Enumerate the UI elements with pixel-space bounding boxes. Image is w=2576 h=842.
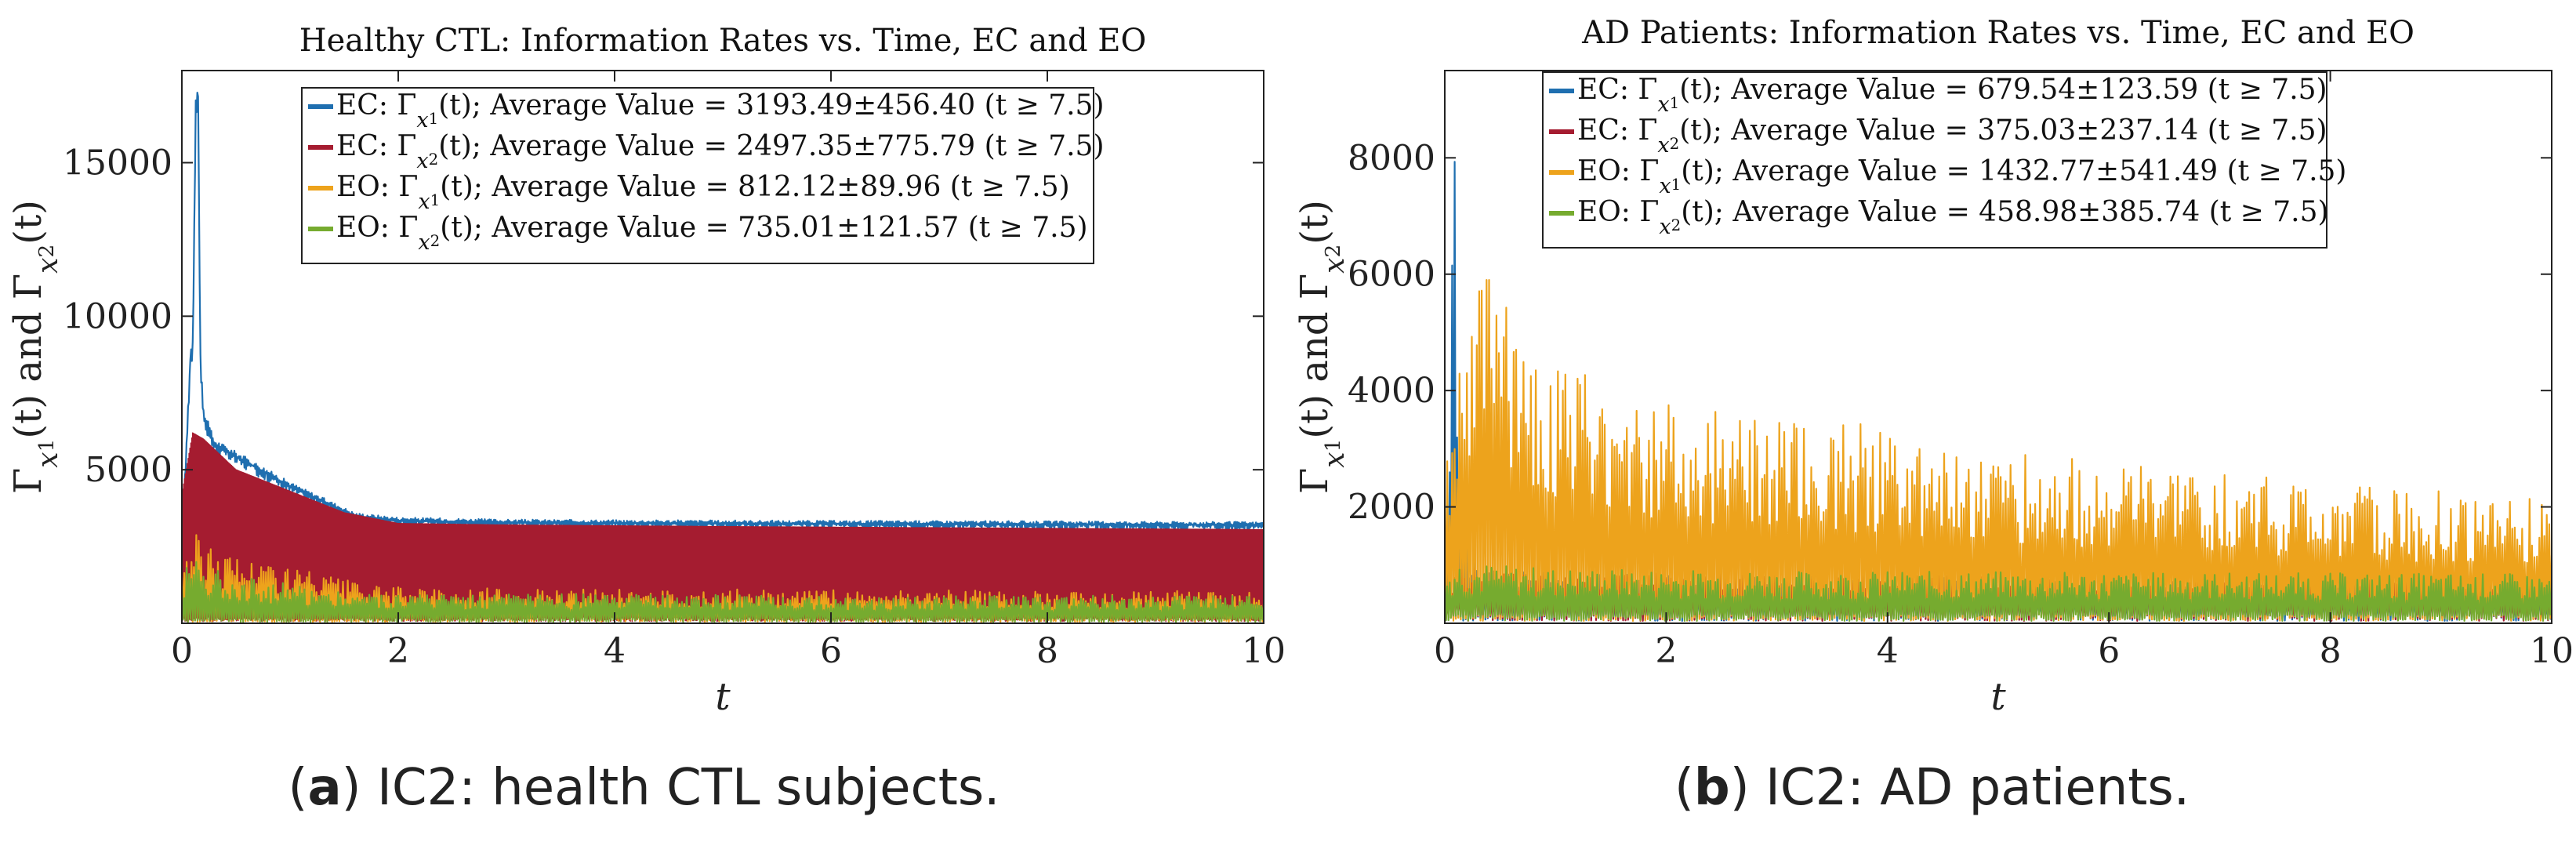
- x-tick-label: 10: [2530, 631, 2574, 671]
- x-tick-label: 0: [1434, 631, 1456, 671]
- caption-a: (a) IC2: health CTL subjects.: [288, 759, 1000, 817]
- panel-a: Healthy CTL: Information Rates vs. Time,…: [6, 23, 1286, 817]
- legend: EC: Γx1(t); Average Value = 3193.49±456.…: [301, 87, 1105, 264]
- x-tick-label: 4: [1877, 631, 1899, 671]
- chart-ad-patients: AD Patients: Information Rates vs. Time,…: [1293, 15, 2574, 719]
- y-tick-label: 4000: [1348, 371, 1435, 411]
- x-axis-label: t: [715, 675, 731, 719]
- x-tick-label: 10: [1242, 631, 1286, 671]
- legend-entry: EO: Γx1(t); Average Value = 812.12±89.96…: [336, 171, 1070, 214]
- chart-title: Healthy CTL: Information Rates vs. Time,…: [299, 23, 1147, 59]
- series-line-3: [182, 534, 1264, 623]
- chart-healthy-ctl: Healthy CTL: Information Rates vs. Time,…: [6, 23, 1286, 719]
- y-axis-label: Γx1(t) and Γx2(t): [6, 200, 64, 494]
- chart-title: AD Patients: Information Rates vs. Time,…: [1581, 15, 2415, 51]
- caption-text: IC2: AD patients.: [1765, 759, 2190, 817]
- series-line-2: [182, 432, 1264, 622]
- series-line-4: [182, 561, 1264, 623]
- legend: EC: Γx1(t); Average Value = 679.54±123.5…: [1542, 71, 2346, 249]
- y-tick-label: 5000: [85, 450, 172, 490]
- caption-label: b: [1693, 759, 1730, 817]
- caption-text: IC2: health CTL subjects.: [376, 759, 1000, 817]
- y-axis-label: Γx1(t) and Γx2(t): [1293, 200, 1351, 494]
- x-tick-label: 6: [820, 631, 842, 671]
- x-tick-label: 2: [387, 631, 409, 671]
- legend-entry: EC: Γx2(t); Average Value = 2497.35±775.…: [336, 130, 1105, 173]
- y-tick-label: 6000: [1348, 255, 1435, 295]
- caption-b: (b) IC2: AD patients.: [1674, 759, 2190, 817]
- caption-label: a: [307, 759, 342, 817]
- axes-box: [1444, 70, 2552, 624]
- legend-entry: EO: Γx1(t); Average Value = 1432.77±541.…: [1577, 155, 2346, 198]
- x-tick-label: 8: [1036, 631, 1058, 671]
- series-line-4: [1445, 565, 2552, 622]
- legend-entry: EO: Γx2(t); Average Value = 735.01±121.5…: [336, 212, 1088, 255]
- x-tick-label: 4: [604, 631, 626, 671]
- x-tick-label: 2: [1655, 631, 1677, 671]
- panel-b: AD Patients: Information Rates vs. Time,…: [1288, 0, 2576, 842]
- legend-entry: EO: Γx2(t); Average Value = 458.98±385.7…: [1577, 196, 2329, 239]
- y-tick-label: 15000: [63, 143, 172, 183]
- y-tick-label: 2000: [1348, 488, 1435, 528]
- x-tick-label: 6: [2098, 631, 2120, 671]
- axes-box: [181, 70, 1264, 624]
- x-tick-label: 0: [171, 631, 193, 671]
- legend-entry: EC: Γx2(t); Average Value = 375.03±237.1…: [1577, 114, 2327, 158]
- legend-entry: EC: Γx1(t); Average Value = 679.54±123.5…: [1577, 74, 2327, 117]
- series-line-3: [1445, 279, 2552, 622]
- legend-entry: EC: Γx1(t); Average Value = 3193.49±456.…: [336, 89, 1105, 132]
- x-axis-label: t: [1990, 675, 2006, 719]
- y-tick-label: 10000: [63, 296, 172, 336]
- y-tick-label: 8000: [1348, 138, 1435, 178]
- x-tick-label: 8: [2320, 631, 2342, 671]
